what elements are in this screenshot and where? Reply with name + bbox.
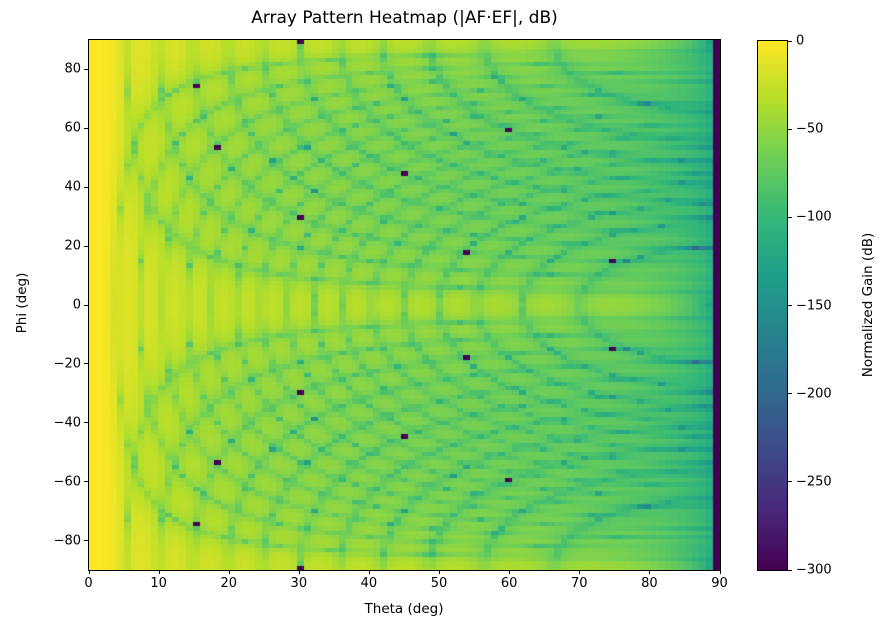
x-tick-label: 70 [570,576,588,591]
colorbar-tick-label: −150 [796,298,832,313]
y-tick-label: 40 [64,179,81,195]
y-tick [84,186,88,188]
x-tick [719,570,721,574]
colorbar-tick [788,481,792,483]
colorbar [757,40,788,571]
y-tick [84,245,88,247]
x-tick-label: 80 [641,576,658,591]
chart-title: Array Pattern Heatmap (|AF·EF|, dB) [251,8,558,28]
y-tick-label: −20 [53,356,81,372]
colorbar-tick [788,569,792,571]
y-tick [84,363,88,365]
y-tick [84,304,88,306]
x-tick [158,570,160,574]
x-tick [509,570,511,574]
colorbar-label: Normalized Gain (dB) [860,232,876,378]
x-tick-label: 0 [84,576,93,591]
y-axis-label: Phi (deg) [14,272,30,334]
y-tick-label: 0 [72,297,81,313]
y-tick [84,68,88,70]
x-tick-label: 30 [290,576,308,591]
y-tick [84,127,88,129]
colorbar-tick [788,216,792,218]
x-axis-label: Theta (deg) [364,601,444,617]
colorbar-canvas [758,41,787,570]
y-tick-label: 20 [64,238,81,254]
y-tick-label: −60 [53,474,81,490]
x-tick [579,570,581,574]
x-tick-label: 60 [500,576,518,591]
x-tick-label: 20 [220,576,237,591]
colorbar-tick-label: −100 [796,209,832,225]
x-tick [228,570,230,574]
colorbar-tick-label: −50 [796,121,824,137]
x-tick [88,570,90,574]
y-tick-label: −40 [53,415,81,431]
colorbar-tick-label: −200 [796,386,832,402]
y-tick-label: 60 [64,120,81,136]
x-tick [368,570,370,574]
x-tick [298,570,300,574]
y-tick-label: −80 [53,533,81,549]
x-tick-label: 50 [430,576,448,591]
x-tick [649,570,651,574]
y-tick [84,540,88,542]
colorbar-tick [788,128,792,130]
heatmap-canvas [89,40,720,570]
x-tick [439,570,441,574]
colorbar-tick-label: −250 [796,474,832,490]
colorbar-tick [788,393,792,395]
colorbar-tick-label: −300 [796,562,832,578]
colorbar-tick [788,305,792,306]
x-tick-label: 40 [360,576,378,591]
heatmap-axes [88,39,721,571]
y-tick-label: 80 [64,61,81,77]
x-tick-label: 90 [711,576,728,591]
x-tick-label: 10 [150,576,167,591]
y-tick [84,422,88,424]
colorbar-tick [788,40,792,42]
y-tick [84,481,88,483]
colorbar-tick-label: 0 [796,33,805,49]
